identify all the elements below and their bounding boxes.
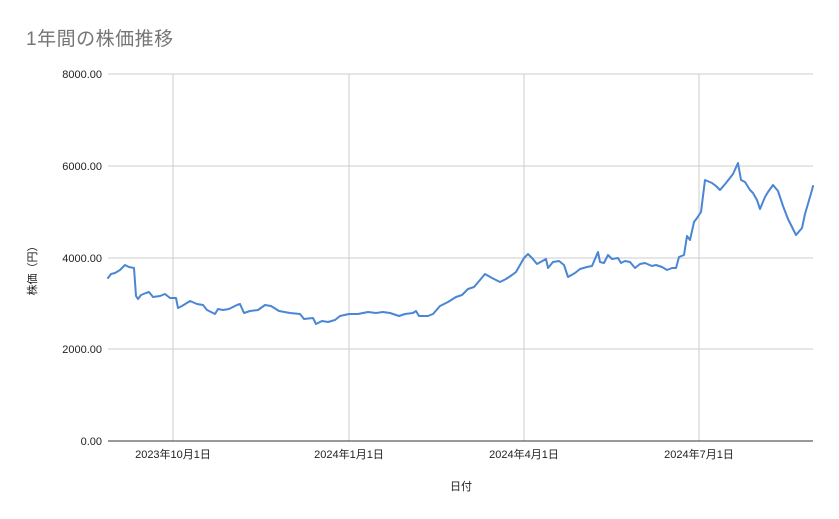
chart-title: 1年間の株価推移 bbox=[26, 29, 174, 50]
x-tick-label: 2024年1月1日 bbox=[314, 447, 384, 461]
price-series-line bbox=[107, 162, 814, 325]
y-tick-label: 0.00 bbox=[81, 436, 102, 448]
x-axis-title: 日付 bbox=[450, 480, 472, 493]
y-axis-title: 株価（円） bbox=[25, 241, 39, 296]
y-tick-label: 2000.00 bbox=[62, 344, 102, 356]
y-tick-label: 8000.00 bbox=[62, 69, 102, 81]
x-tick-label: 2024年4月1日 bbox=[489, 447, 559, 461]
y-tick-label: 6000.00 bbox=[62, 161, 102, 173]
x-axis-ticks: 2023年10月1日 2024年1月1日 2024年4月1日 2024年7月1日 bbox=[135, 447, 734, 461]
y-axis-ticks: 8000.00 6000.00 4000.00 2000.00 0.00 bbox=[62, 69, 102, 448]
x-tick-label: 2024年7月1日 bbox=[664, 447, 734, 461]
gridlines bbox=[108, 73, 813, 441]
x-tick-label: 2023年10月1日 bbox=[135, 447, 211, 461]
y-tick-label: 4000.00 bbox=[62, 253, 102, 265]
